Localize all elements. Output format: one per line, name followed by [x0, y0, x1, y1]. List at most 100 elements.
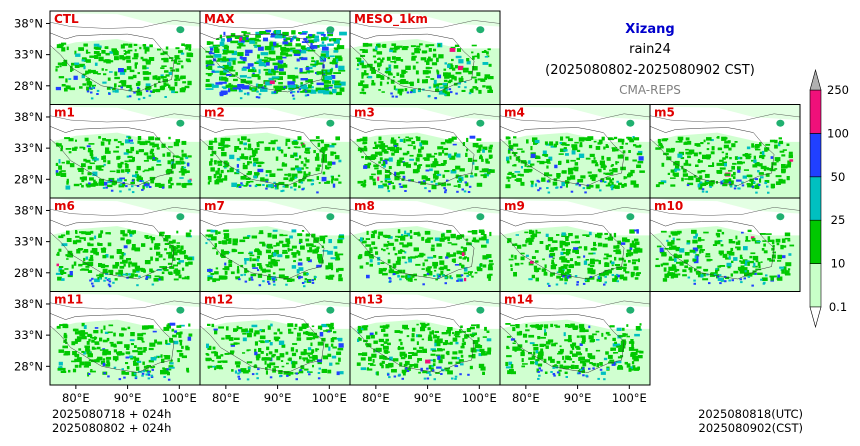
rain-cell	[605, 145, 609, 148]
rain-cell	[639, 144, 642, 147]
rain-cell	[737, 168, 741, 173]
rain-cell	[283, 153, 287, 157]
map-panel-m13: m13	[349, 291, 501, 386]
rain-cell	[83, 257, 86, 262]
lake-patch	[626, 119, 635, 127]
rain-cell	[91, 339, 95, 343]
rain-cell	[595, 234, 600, 238]
rain-cell	[85, 265, 90, 268]
rain-cell	[416, 341, 419, 345]
rain-cell	[453, 258, 456, 263]
rain-cell	[85, 59, 91, 63]
rain-cell	[250, 273, 257, 277]
rain-cell	[387, 342, 390, 345]
rain-cell	[85, 347, 90, 352]
rain-cell	[155, 88, 161, 93]
rain-cell	[237, 375, 240, 378]
rain-cell	[484, 74, 491, 79]
rain-cell	[433, 48, 437, 52]
rain-cell	[247, 63, 254, 67]
rain-cell	[443, 68, 447, 71]
rain-cell	[764, 147, 768, 152]
rain-cell	[241, 153, 245, 157]
rain-cell	[604, 253, 609, 256]
rain-cell	[603, 146, 606, 150]
rain-cell	[574, 365, 579, 369]
rain-cell	[74, 328, 77, 332]
rain-cell	[237, 265, 240, 270]
rain-cell	[288, 248, 293, 251]
rain-cell	[254, 351, 258, 356]
rain-cell	[634, 238, 639, 242]
rain-cell	[328, 262, 333, 267]
rain-cell	[178, 171, 185, 173]
rain-cell	[735, 241, 741, 245]
rain-cell	[297, 251, 301, 256]
rain-cell	[216, 38, 220, 40]
rain-cell	[145, 237, 150, 239]
rain-cell	[266, 346, 270, 351]
rain-cell	[572, 249, 577, 253]
rain-cell	[316, 264, 322, 268]
rain-cell	[247, 76, 252, 79]
rain-cell	[373, 348, 376, 353]
rain-cell	[558, 153, 564, 155]
rain-cell	[113, 366, 117, 369]
rain-cell	[601, 155, 605, 160]
rain-cell	[97, 45, 102, 49]
rain-cell	[437, 348, 442, 351]
rain-cell	[233, 342, 238, 345]
rain-cell	[591, 252, 596, 255]
rain-cell	[565, 249, 571, 251]
rain-cell	[61, 272, 67, 274]
rain-cell	[185, 262, 189, 267]
rain-cell	[312, 364, 314, 368]
rain-cell	[543, 358, 547, 363]
rain-cell	[309, 356, 315, 359]
rain-cell	[98, 233, 102, 238]
rain-cell	[613, 352, 616, 354]
rain-cell	[242, 337, 247, 342]
rain-cell	[528, 160, 531, 164]
rain-cell	[719, 253, 723, 256]
rain-cell	[548, 356, 553, 361]
rain-cell	[588, 335, 594, 340]
rain-cell	[686, 240, 691, 244]
rain-cell	[180, 245, 184, 250]
rain-cell	[433, 179, 436, 183]
rain-cell	[150, 376, 154, 378]
rain-cell	[254, 45, 258, 48]
rain-cell	[601, 332, 604, 337]
rain-cell	[103, 247, 106, 250]
rain-cell	[548, 284, 551, 287]
rain-cell	[262, 184, 265, 186]
rain-cell	[551, 343, 556, 347]
rain-cell	[418, 371, 421, 374]
rain-cell	[422, 79, 428, 84]
rain-cell	[147, 372, 150, 375]
rain-cell	[399, 242, 404, 245]
rain-cell	[737, 266, 742, 269]
rain-cell	[126, 258, 131, 261]
rain-cell	[572, 147, 578, 151]
rain-cell	[688, 149, 695, 154]
rain-cell	[141, 374, 144, 377]
rain-cell	[273, 336, 279, 340]
rain-cell	[181, 171, 185, 176]
rain-cell	[145, 326, 149, 330]
rain-cell	[93, 179, 96, 182]
rain-cell	[156, 269, 162, 271]
rain-cell	[478, 89, 482, 94]
rain-cell	[254, 148, 260, 150]
rain-cell	[726, 250, 733, 255]
rain-cell	[411, 327, 416, 332]
rain-cell	[262, 280, 265, 283]
rain-cell	[275, 30, 281, 35]
rain-cell	[417, 358, 422, 361]
rain-cell	[674, 257, 677, 263]
province-border	[500, 207, 650, 216]
lake-patch	[176, 306, 185, 314]
rain-cell	[323, 34, 326, 38]
rain-cell	[305, 67, 310, 71]
rain-cell	[446, 229, 452, 233]
